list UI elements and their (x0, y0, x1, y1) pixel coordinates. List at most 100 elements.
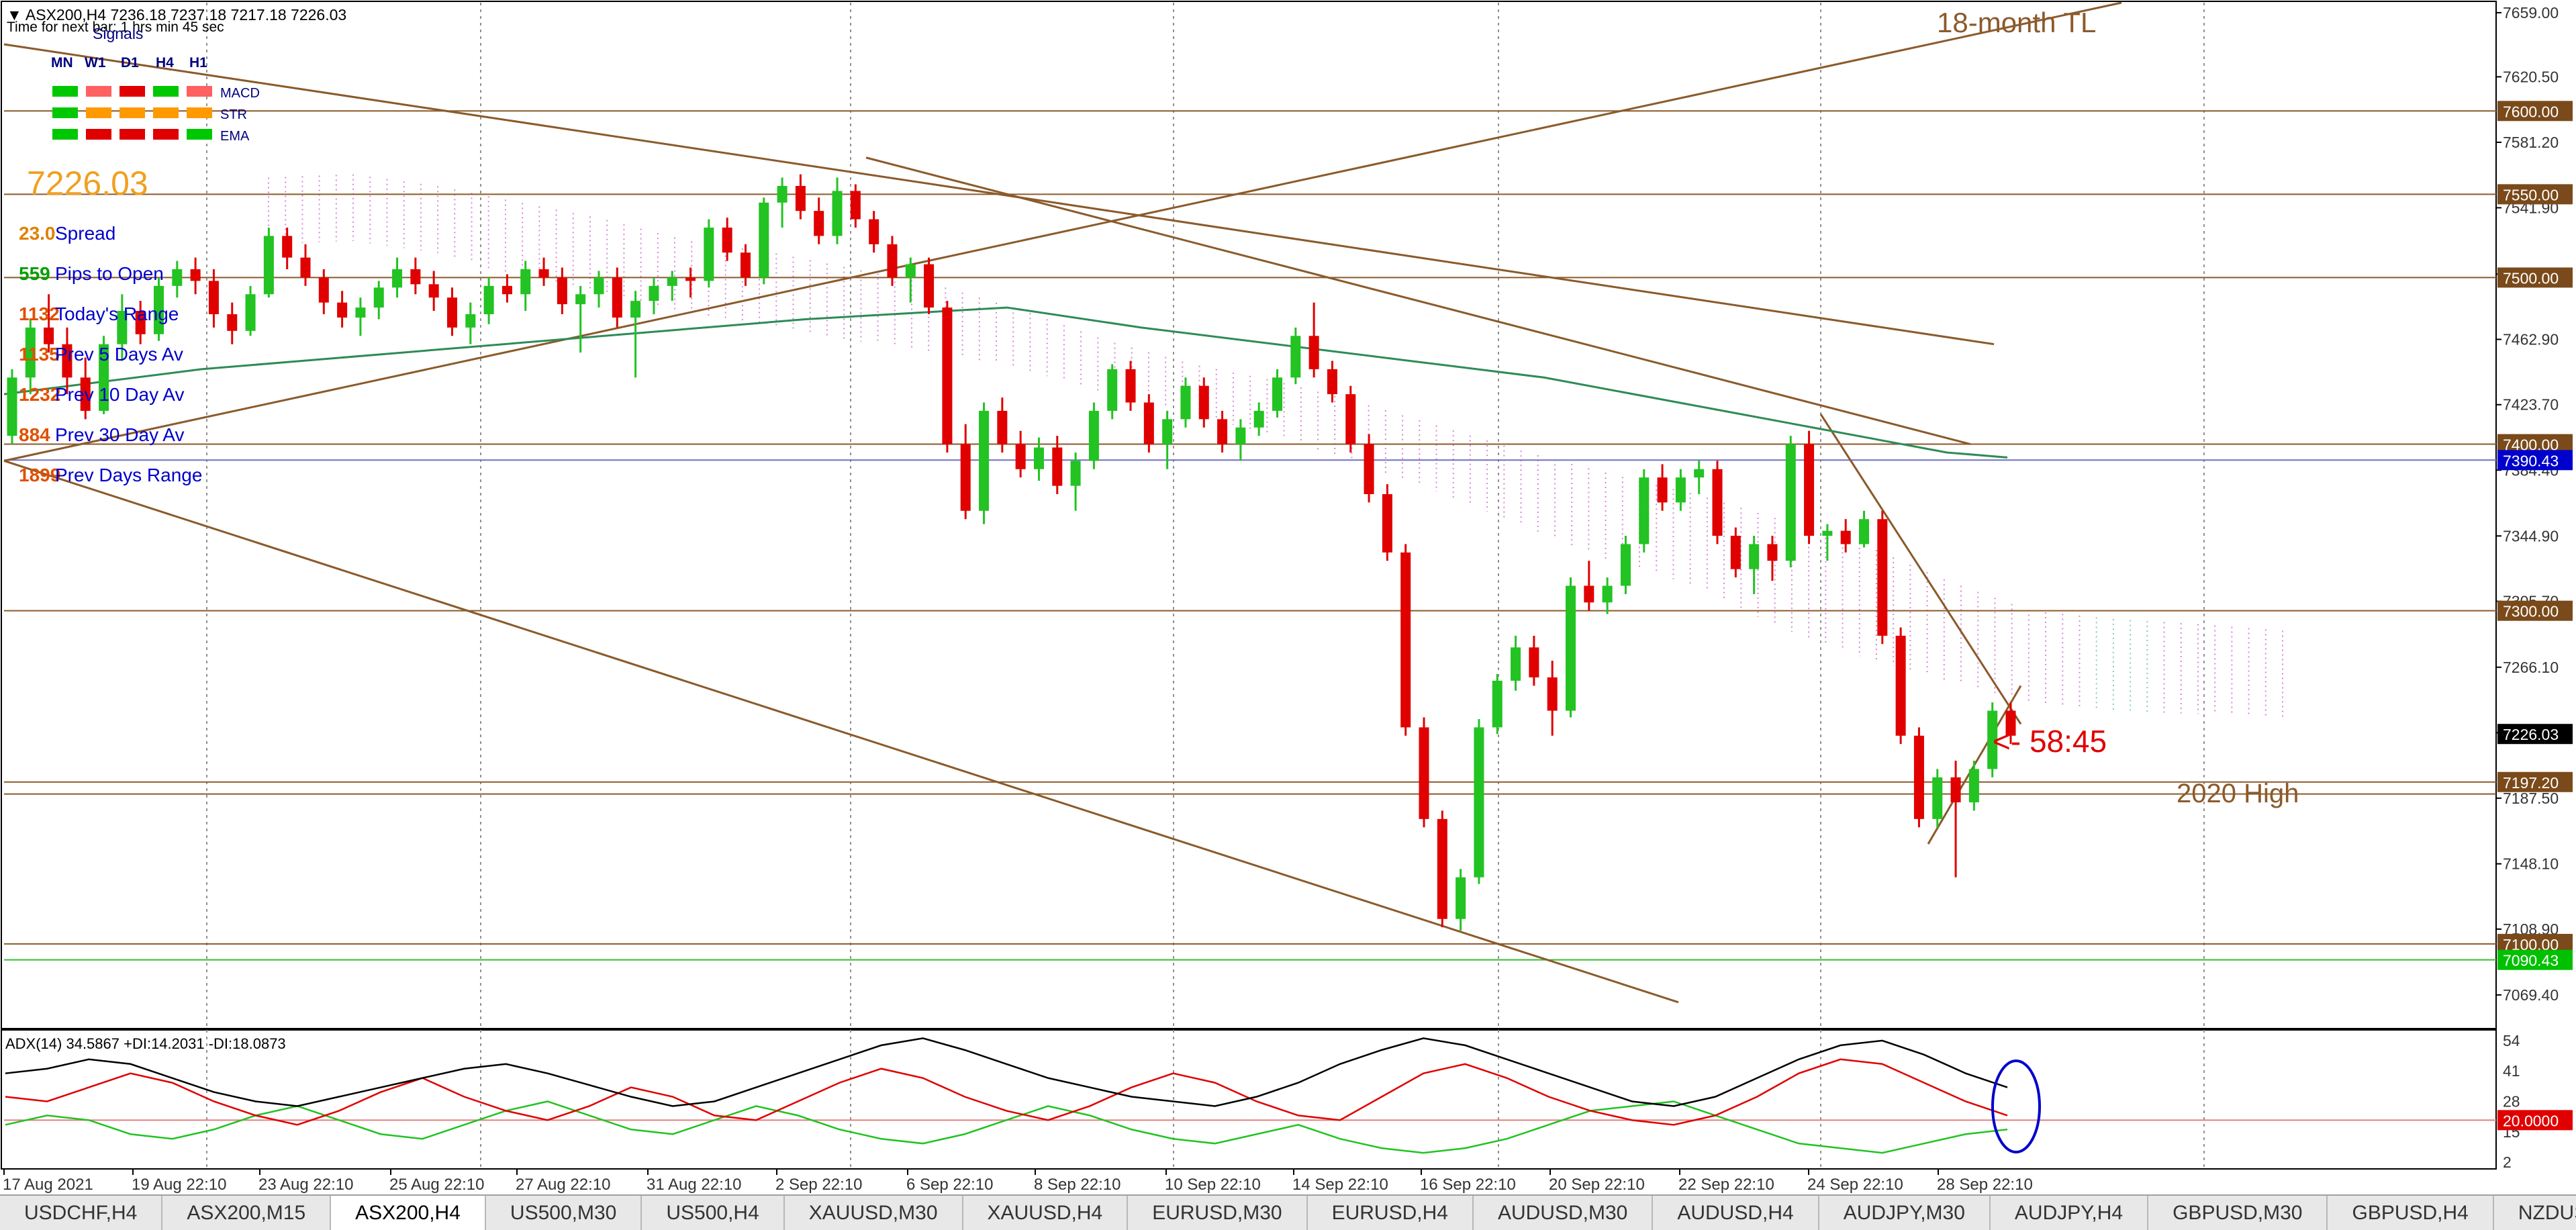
chart-tab-asx200-h4[interactable]: ASX200,H4 (331, 1196, 486, 1230)
chart-tab-gbpusd-h4[interactable]: GBPUSD,H4 (2328, 1196, 2494, 1230)
candle-body (1419, 727, 1429, 819)
candle-body (850, 191, 861, 220)
candle-body (1125, 369, 1136, 403)
chart-tab-audjpy-h4[interactable]: AUDJPY,H4 (1991, 1196, 2149, 1230)
candle-body (25, 327, 36, 378)
candle-body (1107, 369, 1118, 411)
candle-body (1437, 818, 1447, 919)
candle-body (1675, 477, 1686, 503)
candle-body (245, 294, 256, 331)
candle-body (135, 311, 146, 334)
price-level-tag-text: 7500.00 (2503, 269, 2559, 287)
signal-indicator-name: STR (220, 107, 247, 122)
chart-tab-us500-m30[interactable]: US500,M30 (486, 1196, 642, 1230)
adx-main-line (5, 1037, 2008, 1107)
candle-body (1730, 536, 1741, 569)
adx-tick-label: 2 (2503, 1153, 2512, 1171)
candle-body (1858, 519, 1870, 545)
tl-annotation: 18-month TL (1937, 7, 2096, 38)
big-price: 7226.03 (27, 164, 148, 202)
stat-label: Prev 5 Days Av (55, 344, 183, 365)
candle-body (1070, 461, 1081, 486)
candle-body (759, 202, 769, 278)
signal-cell (187, 86, 212, 97)
horizontal-levels (4, 110, 2496, 961)
candle-body (1785, 444, 1796, 561)
chart-grid (1, 1, 2497, 1170)
candle-body (172, 269, 183, 286)
candle-body (777, 185, 788, 203)
chart-tab-eurusd-h4[interactable]: EURUSD,H4 (1308, 1196, 1474, 1230)
candle-body (446, 297, 457, 328)
candle-body (1327, 369, 1337, 395)
signals-timeframe: W1 (85, 55, 106, 70)
signal-cell (52, 129, 78, 140)
stat-label: Prev 30 Day Av (55, 424, 184, 445)
stat-value: 1899 (19, 465, 60, 485)
countdown-annotation: <- 58:45 (1993, 724, 2107, 759)
chart-tab-audusd-h4[interactable]: AUDUSD,H4 (1653, 1196, 1819, 1230)
signals-timeframe: D1 (121, 55, 139, 70)
highlight-ellipse (1991, 1059, 2041, 1153)
candle-body (465, 314, 476, 328)
adx-pane-frame (1, 1029, 2497, 1170)
price-tick-label: 7462.90 (2503, 330, 2559, 348)
candle-body (1052, 447, 1063, 486)
price-tick-label: 7069.40 (2503, 986, 2559, 1004)
chart-tab-xauusd-m30[interactable]: XAUUSD,M30 (785, 1196, 963, 1230)
time-tick-label: 24 Sep 22:10 (1807, 1176, 1903, 1194)
signal-indicator-name: EMA (220, 129, 250, 144)
time-tick-label: 22 Sep 22:10 (1678, 1176, 1774, 1194)
candle-body (1950, 777, 1961, 803)
candle-body (1529, 647, 1539, 677)
candle-body (1804, 444, 1815, 536)
adx-level-tag-text: 20.0000 (2503, 1112, 2559, 1129)
candle-body (869, 219, 879, 244)
candle-body (1474, 727, 1484, 878)
candle-body (1290, 336, 1301, 378)
chart-tab-audusd-m30[interactable]: AUDUSD,M30 (1474, 1196, 1654, 1230)
candle-body (887, 244, 898, 278)
chart-tab-audjpy-m30[interactable]: AUDJPY,M30 (1819, 1196, 1991, 1230)
candle-body (979, 410, 990, 511)
chart-tab-nzdusd-m30[interactable]: NZDUSD,M30 (2494, 1196, 2576, 1230)
signals-timeframe: H1 (189, 55, 207, 70)
candle-body (502, 285, 512, 295)
candle-body (1033, 447, 1044, 469)
candle-body (1162, 419, 1173, 444)
signal-cell (120, 107, 145, 118)
main-pane-frame (1, 1, 2497, 1029)
time-tick-label: 10 Sep 22:10 (1165, 1176, 1261, 1194)
candle-body (1877, 519, 1888, 636)
price-tick-label: 7344.90 (2503, 527, 2559, 545)
candle-body (1143, 402, 1154, 444)
candle-body (704, 227, 714, 281)
chart-tab-eurusd-m30[interactable]: EURUSD,M30 (1128, 1196, 1308, 1230)
candle-body (997, 410, 1008, 444)
symbol-line: ▼ ASX200,H4 7236.18 7237.18 7217.18 7226… (7, 6, 346, 23)
chart-tab-us500-h4[interactable]: US500,H4 (642, 1196, 785, 1230)
adx-pane: ADX(14) 34.5867 +DI:14.2031 -DI:18.0873 (4, 1035, 2496, 1154)
candle-body (1345, 394, 1356, 444)
price-level-tag-text: 7550.00 (2503, 186, 2559, 203)
candle-body (1180, 385, 1191, 420)
stat-label: Prev Days Range (55, 465, 202, 485)
candle-body (263, 236, 274, 295)
chart-tab-xauusd-h4[interactable]: XAUUSD,H4 (963, 1196, 1129, 1230)
candle-body (1767, 544, 1778, 561)
candle-body (2005, 710, 2016, 736)
time-tick-label: 19 Aug 22:10 (132, 1176, 226, 1194)
ichimoku-cloud (268, 174, 2283, 718)
candle-body (814, 211, 824, 236)
chart-tab-gbpusd-m30[interactable]: GBPUSD,M30 (2148, 1196, 2328, 1230)
candle-body (795, 185, 806, 211)
price-level-tag (2497, 101, 2573, 122)
trendline (3, 43, 1995, 346)
price-level-tag-text: 7600.00 (2503, 103, 2559, 120)
candle-body (1968, 769, 1979, 803)
candle-body (80, 377, 91, 411)
candle-body (1987, 710, 1998, 769)
chart-tab-usdchf-h4[interactable]: USDCHF,H4 (0, 1196, 163, 1230)
chart-tab-asx200-m15[interactable]: ASX200,M15 (162, 1196, 332, 1230)
